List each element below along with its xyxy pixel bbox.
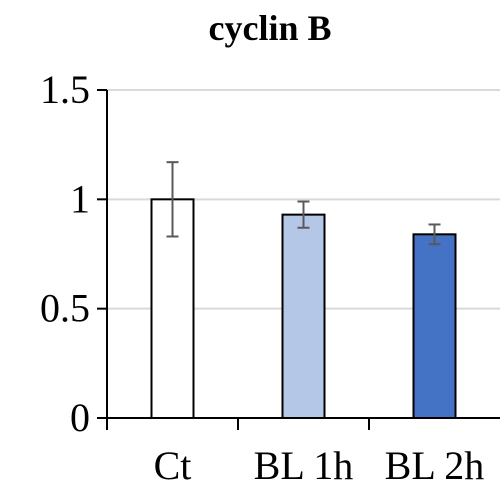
x-category-label-2: BL 2h — [385, 443, 485, 488]
error-bar-1 — [297, 200, 310, 229]
axes — [97, 89, 500, 430]
tick-labels: 0 0.5 1 1.5 Ct BL 1h BL 2h — [40, 67, 484, 488]
chart-title: cyclin B — [209, 8, 332, 48]
y-tick-label-0: 0 — [70, 395, 90, 440]
bar-bl-1h — [281, 213, 326, 419]
y-tick-label-2: 1 — [70, 176, 90, 221]
bar-bl-2h — [412, 233, 457, 419]
x-category-label-1: BL 1h — [254, 443, 354, 488]
x-category-label-0: Ct — [154, 443, 192, 488]
error-bar-0 — [166, 161, 179, 238]
y-tick-label-3: 1.5 — [40, 67, 90, 112]
error-bar-2 — [428, 223, 441, 246]
y-tick-label-1: 0.5 — [40, 286, 90, 331]
error-bars — [166, 161, 441, 246]
